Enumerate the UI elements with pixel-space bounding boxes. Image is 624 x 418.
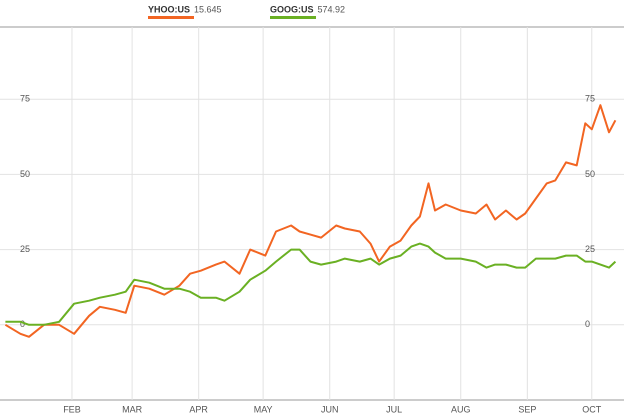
y-tick-label: 0: [585, 319, 590, 329]
y-tick-label: 25: [20, 244, 30, 254]
y-tick-label: 0: [20, 319, 25, 329]
y-tick-label: 75: [20, 94, 30, 104]
x-tick-label: APR: [189, 404, 208, 414]
x-tick-label: SEP: [518, 404, 536, 414]
legend-swatch: [148, 16, 194, 19]
y-tick-label: 75: [585, 94, 595, 104]
y-tick-label: 50: [585, 169, 595, 179]
x-tick-label: FEB: [63, 404, 81, 414]
legend-price: 574.92: [318, 4, 346, 14]
series-line: [5, 242, 617, 326]
x-tick-label: JUL: [386, 404, 402, 414]
legend-swatch: [270, 16, 316, 19]
x-tick-label: MAY: [254, 404, 273, 414]
x-tick-label: OCT: [582, 404, 602, 414]
legend-name: YHOO:US: [148, 4, 190, 14]
y-tick-label: 25: [585, 244, 595, 254]
x-tick-label: MAR: [122, 404, 143, 414]
series-line: [4, 104, 617, 338]
y-tick-label: 50: [20, 169, 30, 179]
legend-name: GOOG:US: [270, 4, 314, 14]
x-tick-label: JUN: [321, 404, 339, 414]
x-tick-label: AUG: [451, 404, 471, 414]
legend-price: 15.645: [194, 4, 222, 14]
